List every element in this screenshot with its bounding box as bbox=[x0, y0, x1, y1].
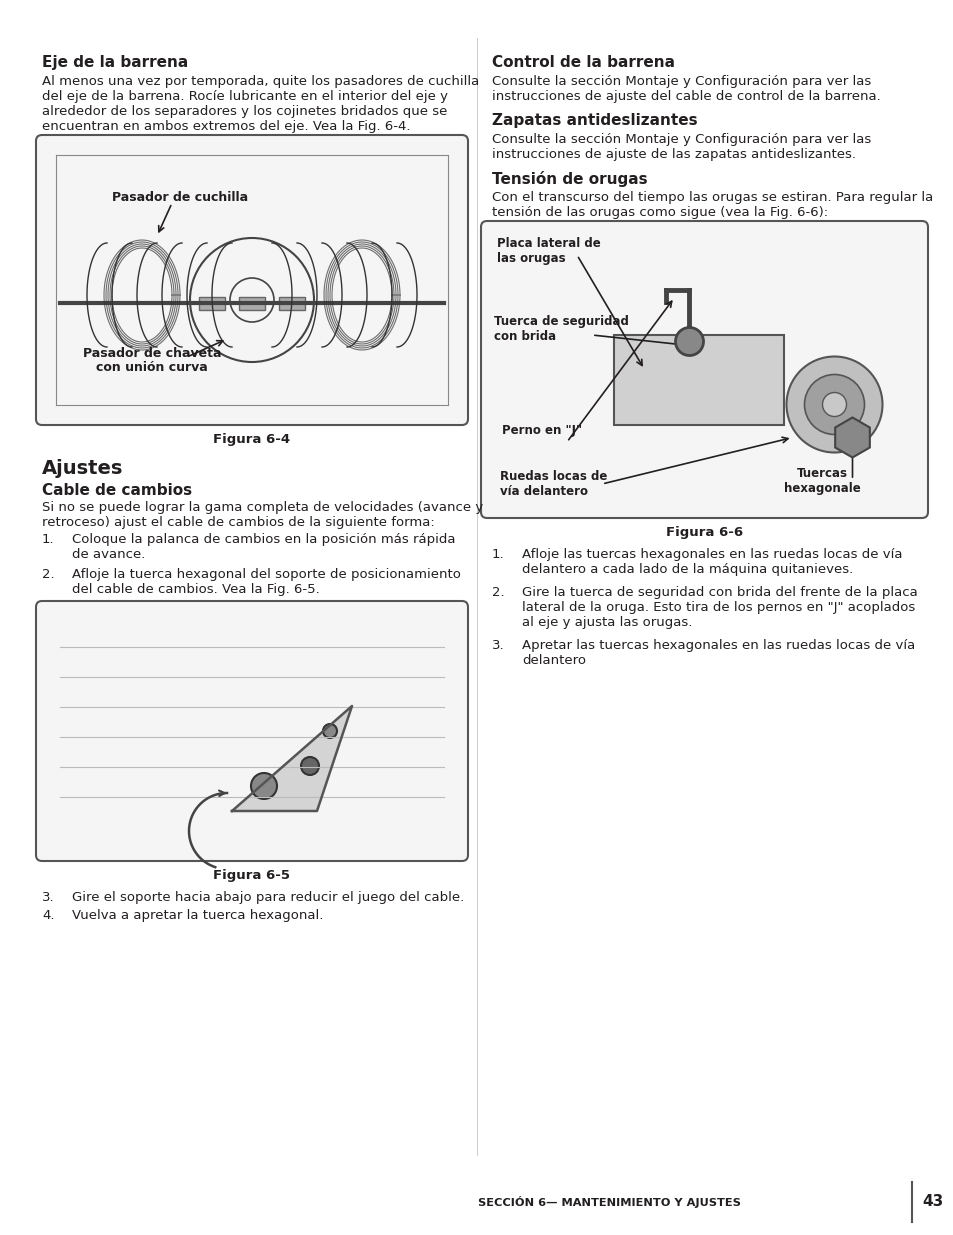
Text: Zapatas antideslizantes: Zapatas antideslizantes bbox=[492, 112, 697, 128]
Bar bbox=[199, 296, 225, 310]
Text: Ruedas locas de
vía delantero: Ruedas locas de vía delantero bbox=[499, 471, 607, 498]
Text: encuentran en ambos extremos del eje. Vea la Fig. 6-4.: encuentran en ambos extremos del eje. Ve… bbox=[42, 120, 410, 133]
Text: Pasador de cuchilla: Pasador de cuchilla bbox=[112, 191, 248, 204]
Text: Consulte la sección Montaje y Configuración para ver las: Consulte la sección Montaje y Configurac… bbox=[492, 133, 870, 146]
Text: Cable de cambios: Cable de cambios bbox=[42, 483, 192, 498]
Text: Al menos una vez por temporada, quite los pasadores de cuchilla: Al menos una vez por temporada, quite lo… bbox=[42, 75, 478, 88]
Text: 1.: 1. bbox=[492, 548, 504, 561]
Text: tensión de las orugas como sigue (vea la Fig. 6-6):: tensión de las orugas como sigue (vea la… bbox=[492, 206, 827, 219]
Circle shape bbox=[803, 374, 863, 435]
Text: con unión curva: con unión curva bbox=[96, 361, 208, 374]
Text: Consulte la sección Montaje y Configuración para ver las: Consulte la sección Montaje y Configurac… bbox=[492, 75, 870, 88]
Text: Tuercas
hexagonale: Tuercas hexagonale bbox=[783, 467, 860, 495]
Text: Ajustes: Ajustes bbox=[42, 459, 123, 478]
Text: Coloque la palanca de cambios en la posición más rápida: Coloque la palanca de cambios en la posi… bbox=[71, 534, 455, 546]
Text: Figura 6-5: Figura 6-5 bbox=[213, 869, 291, 882]
Text: Apretar las tuercas hexagonales en las ruedas locas de vía: Apretar las tuercas hexagonales en las r… bbox=[521, 638, 914, 652]
Text: instrucciones de ajuste de las zapatas antideslizantes.: instrucciones de ajuste de las zapatas a… bbox=[492, 148, 855, 161]
FancyBboxPatch shape bbox=[480, 221, 927, 517]
Circle shape bbox=[323, 724, 336, 739]
Text: Vuelva a apretar la tuerca hexagonal.: Vuelva a apretar la tuerca hexagonal. bbox=[71, 909, 323, 923]
Text: Afloje las tuercas hexagonales en las ruedas locas de vía: Afloje las tuercas hexagonales en las ru… bbox=[521, 548, 902, 561]
Text: 2.: 2. bbox=[42, 568, 54, 580]
Text: Tensión de orugas: Tensión de orugas bbox=[492, 170, 647, 186]
Text: SECCIÓN 6— MANTENIMIENTO Y AJUSTES: SECCIÓN 6— MANTENIMIENTO Y AJUSTES bbox=[477, 1195, 740, 1208]
Text: delantero a cada lado de la máquina quitanieves.: delantero a cada lado de la máquina quit… bbox=[521, 563, 852, 576]
Text: Perno en "J": Perno en "J" bbox=[501, 424, 581, 437]
Text: 3.: 3. bbox=[492, 638, 504, 652]
Text: Figura 6-4: Figura 6-4 bbox=[213, 433, 291, 446]
Text: instrucciones de ajuste del cable de control de la barrena.: instrucciones de ajuste del cable de con… bbox=[492, 90, 880, 103]
Text: Afloje la tuerca hexagonal del soporte de posicionamiento: Afloje la tuerca hexagonal del soporte d… bbox=[71, 568, 460, 580]
Text: Tuerca de seguridad
con brida: Tuerca de seguridad con brida bbox=[494, 315, 628, 343]
Text: Figura 6-6: Figura 6-6 bbox=[665, 526, 742, 538]
Text: Eje de la barrena: Eje de la barrena bbox=[42, 56, 188, 70]
Text: 1.: 1. bbox=[42, 534, 54, 546]
Text: 3.: 3. bbox=[42, 890, 54, 904]
Circle shape bbox=[251, 773, 276, 799]
Text: del cable de cambios. Vea la Fig. 6-5.: del cable de cambios. Vea la Fig. 6-5. bbox=[71, 583, 319, 597]
Text: al eje y ajusta las orugas.: al eje y ajusta las orugas. bbox=[521, 616, 692, 629]
Text: lateral de la oruga. Esto tira de los pernos en "J" acoplados: lateral de la oruga. Esto tira de los pe… bbox=[521, 601, 914, 614]
Text: Control de la barrena: Control de la barrena bbox=[492, 56, 675, 70]
Circle shape bbox=[785, 357, 882, 452]
Text: alrededor de los separadores y los cojinetes bridados que se: alrededor de los separadores y los cojin… bbox=[42, 105, 447, 119]
Text: Placa lateral de
las orugas: Placa lateral de las orugas bbox=[497, 237, 600, 266]
Circle shape bbox=[301, 757, 318, 776]
Text: retroceso) ajust el cable de cambios de la siguiente forma:: retroceso) ajust el cable de cambios de … bbox=[42, 516, 435, 529]
Text: Gire el soporte hacia abajo para reducir el juego del cable.: Gire el soporte hacia abajo para reducir… bbox=[71, 890, 464, 904]
Text: 4.: 4. bbox=[42, 909, 54, 923]
Bar bbox=[239, 296, 265, 310]
FancyBboxPatch shape bbox=[36, 135, 468, 425]
Text: 2.: 2. bbox=[492, 585, 504, 599]
Text: Si no se puede lograr la gama completa de velocidades (avance y: Si no se puede lograr la gama completa d… bbox=[42, 501, 483, 514]
Text: Pasador de chaveta: Pasador de chaveta bbox=[83, 347, 221, 359]
Polygon shape bbox=[232, 706, 352, 811]
Text: del eje de la barrena. Rocíe lubricante en el interior del eje y: del eje de la barrena. Rocíe lubricante … bbox=[42, 90, 448, 103]
Text: Con el transcurso del tiempo las orugas se estiran. Para regular la: Con el transcurso del tiempo las orugas … bbox=[492, 191, 932, 204]
FancyBboxPatch shape bbox=[36, 601, 468, 861]
Bar bbox=[278, 296, 305, 310]
Text: delantero: delantero bbox=[521, 655, 585, 667]
Text: Gire la tuerca de seguridad con brida del frente de la placa: Gire la tuerca de seguridad con brida de… bbox=[521, 585, 917, 599]
Text: 43: 43 bbox=[921, 1194, 943, 1209]
Circle shape bbox=[821, 393, 845, 416]
Circle shape bbox=[675, 327, 702, 356]
Text: de avance.: de avance. bbox=[71, 548, 145, 561]
Bar bbox=[614, 335, 783, 425]
